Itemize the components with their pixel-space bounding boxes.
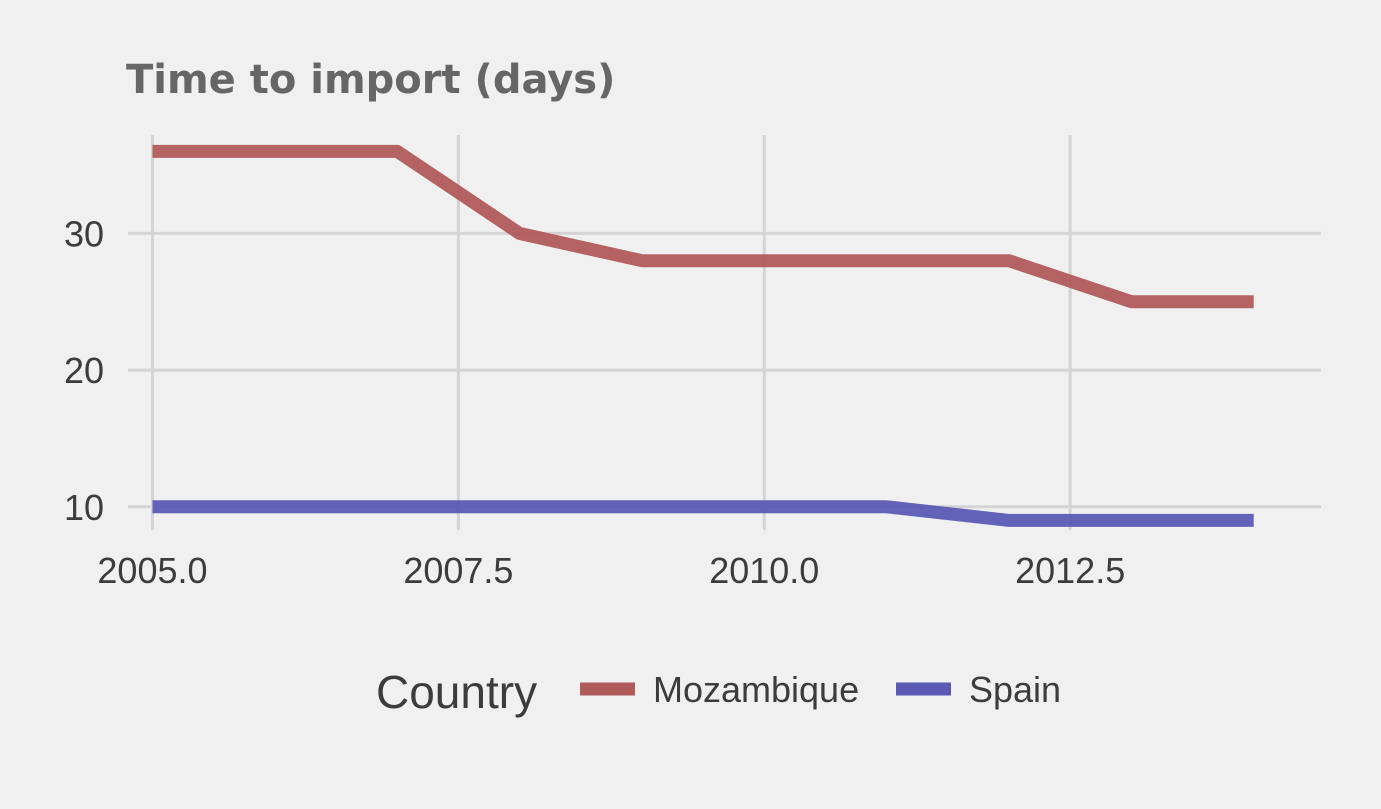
grid xyxy=(128,135,1321,530)
series-line-spain xyxy=(152,500,1254,527)
legend: Country Mozambique Spain xyxy=(376,666,1061,718)
legend-label-spain: Spain xyxy=(969,669,1061,710)
x-tick-label: 2005.0 xyxy=(97,550,207,591)
series-lines xyxy=(152,144,1254,527)
x-tick-label: 2010.0 xyxy=(709,550,819,591)
y-axis-ticks: 10 20 30 xyxy=(64,213,104,527)
series-line-mozambique xyxy=(152,144,1254,309)
x-axis-ticks: 2005.0 2007.5 2010.0 2012.5 xyxy=(97,550,1125,591)
legend-title: Country xyxy=(376,666,537,718)
y-tick-label: 20 xyxy=(64,350,104,391)
x-tick-label: 2012.5 xyxy=(1015,550,1125,591)
y-tick-label: 30 xyxy=(64,213,104,254)
y-tick-label: 10 xyxy=(64,487,104,528)
legend-label-mozambique: Mozambique xyxy=(653,669,859,710)
chart-title: Time to import (days) xyxy=(126,57,615,103)
x-tick-label: 2007.5 xyxy=(403,550,513,591)
